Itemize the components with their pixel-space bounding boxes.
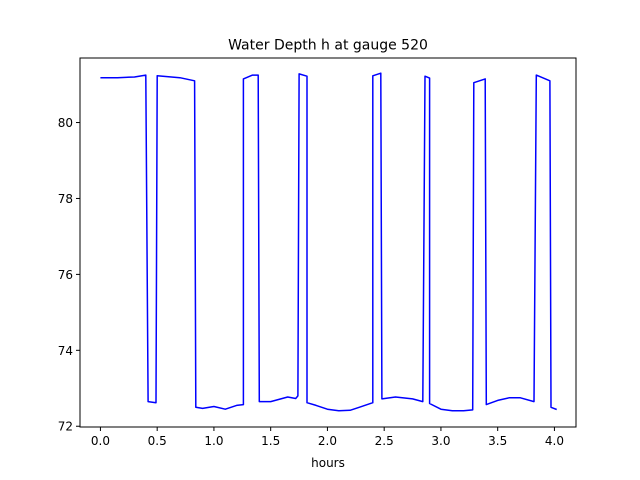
x-tick-label: 3.5 — [488, 434, 507, 448]
x-tick-label: 3.0 — [431, 434, 450, 448]
y-axis: 72 74 76 78 80 — [58, 116, 80, 434]
y-tick-label: 78 — [58, 192, 73, 206]
x-tick-label: 0.0 — [91, 434, 110, 448]
plot-frame — [79, 57, 577, 428]
x-axis-label: hours — [311, 456, 345, 470]
x-axis: 0.0 0.5 1.0 1.5 2.0 2.5 3.0 3.5 4.0 — [91, 427, 564, 448]
y-tick-label: 76 — [58, 268, 73, 282]
x-tick-label: 1.0 — [204, 434, 223, 448]
x-tick-label: 2.5 — [375, 434, 394, 448]
plot-area — [100, 72, 557, 412]
chart-title: Water Depth h at gauge 520 — [228, 38, 428, 54]
x-tick-label: 4.0 — [545, 434, 564, 448]
x-tick-label: 1.5 — [261, 434, 280, 448]
y-tick-label: 74 — [58, 344, 73, 358]
x-tick-label: 0.5 — [148, 434, 167, 448]
x-tick-label: 2.0 — [318, 434, 337, 448]
y-tick-label: 80 — [58, 116, 73, 130]
depth-series-line — [100, 72, 557, 412]
y-tick-label: 72 — [58, 420, 73, 434]
